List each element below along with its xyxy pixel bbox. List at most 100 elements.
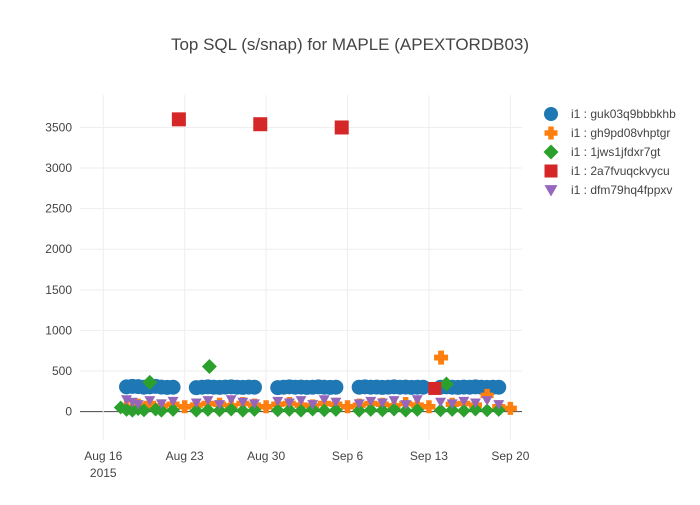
data-point (363, 403, 378, 417)
data-point (113, 400, 128, 415)
data-point (225, 395, 237, 405)
data-point (352, 403, 367, 418)
legend-label: i1 : dfm79hq4fppxv (571, 183, 672, 197)
legend-label: i1 : 2a7fvuqckvycu (571, 164, 670, 178)
data-point (353, 399, 365, 409)
data-point (365, 396, 377, 407)
data-point (307, 400, 319, 410)
data-point (330, 397, 342, 408)
marks-layer (113, 112, 517, 418)
data-point (189, 403, 204, 418)
data-point (481, 396, 493, 406)
data-point (433, 403, 448, 418)
data-point (144, 396, 156, 406)
data-point (491, 403, 506, 417)
data-point (224, 402, 239, 417)
data-point (247, 403, 262, 417)
data-point (411, 395, 423, 405)
data-point (246, 379, 262, 395)
data-point (435, 397, 447, 408)
data-point (272, 396, 284, 407)
data-point (178, 400, 192, 414)
data-point (202, 396, 214, 406)
data-point (328, 379, 344, 395)
y-tick-label: 2500 (45, 202, 72, 216)
data-point (283, 398, 295, 409)
legend: i1 : guk03q9bbbkhb i1 : gh9pd08vhptgr i1 :… (543, 107, 676, 197)
data-point (212, 403, 227, 418)
legend-marker (544, 126, 558, 140)
data-point (270, 403, 285, 418)
legend-item: i1 : guk03q9bbbkhb (544, 107, 676, 121)
data-point (201, 359, 217, 375)
data-point (446, 399, 458, 409)
data-point (237, 397, 249, 408)
y-tick-label: 3500 (45, 120, 72, 134)
data-point (458, 396, 470, 407)
legend-marker (544, 107, 558, 121)
data-point (480, 403, 495, 418)
series-2 (113, 359, 506, 418)
legend-item: i1 : dfm79hq4fppxv (544, 183, 672, 197)
legend-marker (543, 144, 559, 160)
data-point (190, 398, 202, 409)
data-point (259, 400, 273, 414)
data-point (214, 400, 226, 410)
y-tick-label: 1000 (45, 323, 72, 337)
data-point (398, 403, 413, 418)
data-point (468, 402, 483, 417)
data-point (341, 400, 355, 414)
data-point (491, 379, 507, 395)
x-tick-label: Sep 20 (491, 449, 529, 463)
data-point (294, 403, 308, 418)
data-point (165, 379, 181, 395)
data-point (121, 395, 133, 405)
data-point (248, 399, 260, 409)
data-point (503, 401, 517, 415)
data-point (171, 112, 186, 127)
data-point (317, 403, 332, 418)
data-point (295, 396, 307, 406)
legend-marker (544, 185, 558, 197)
data-point (126, 397, 138, 408)
data-point (480, 388, 494, 402)
y-tick-label: 3000 (45, 161, 72, 175)
data-point (438, 376, 454, 392)
data-point (142, 374, 158, 390)
data-point (376, 398, 388, 409)
data-point (422, 400, 436, 414)
data-point (318, 395, 330, 405)
y-tick-label: 500 (52, 364, 72, 378)
data-point (375, 403, 390, 418)
x-tick-label: Aug 23 (166, 449, 204, 463)
data-point (155, 399, 167, 409)
x-tick-year-label: 2015 (90, 466, 117, 480)
chart-title: Top SQL (s/snap) for MAPLE (APEXTORDB03) (171, 35, 529, 54)
data-point (166, 403, 180, 417)
legend-item: i1 : 1jws1jfdxr7gt (543, 144, 661, 160)
data-point (137, 403, 151, 418)
x-tick-label: Aug 30 (247, 449, 285, 463)
data-point (235, 403, 250, 418)
data-point (328, 403, 343, 417)
data-point (154, 403, 169, 418)
x-tick-label: Sep 13 (410, 449, 448, 463)
legend-label: i1 : guk03q9bbbkhb (571, 107, 676, 121)
data-point (387, 402, 401, 417)
y-tick-label: 0 (65, 405, 72, 419)
legend-marker (544, 164, 558, 178)
series-4 (121, 395, 505, 410)
data-point (400, 400, 412, 410)
data-point (434, 350, 449, 365)
data-point (428, 381, 442, 395)
legend-item: i1 : 2a7fvuqckvycu (544, 164, 670, 178)
y-tick-label: 1500 (45, 283, 72, 297)
data-point (334, 120, 349, 135)
legend-label: i1 : gh9pd08vhptgr (571, 126, 670, 140)
data-point (388, 396, 400, 406)
y-tick-label: 2000 (45, 242, 72, 256)
data-point (282, 403, 297, 417)
data-point (415, 379, 431, 395)
data-point (201, 403, 215, 417)
